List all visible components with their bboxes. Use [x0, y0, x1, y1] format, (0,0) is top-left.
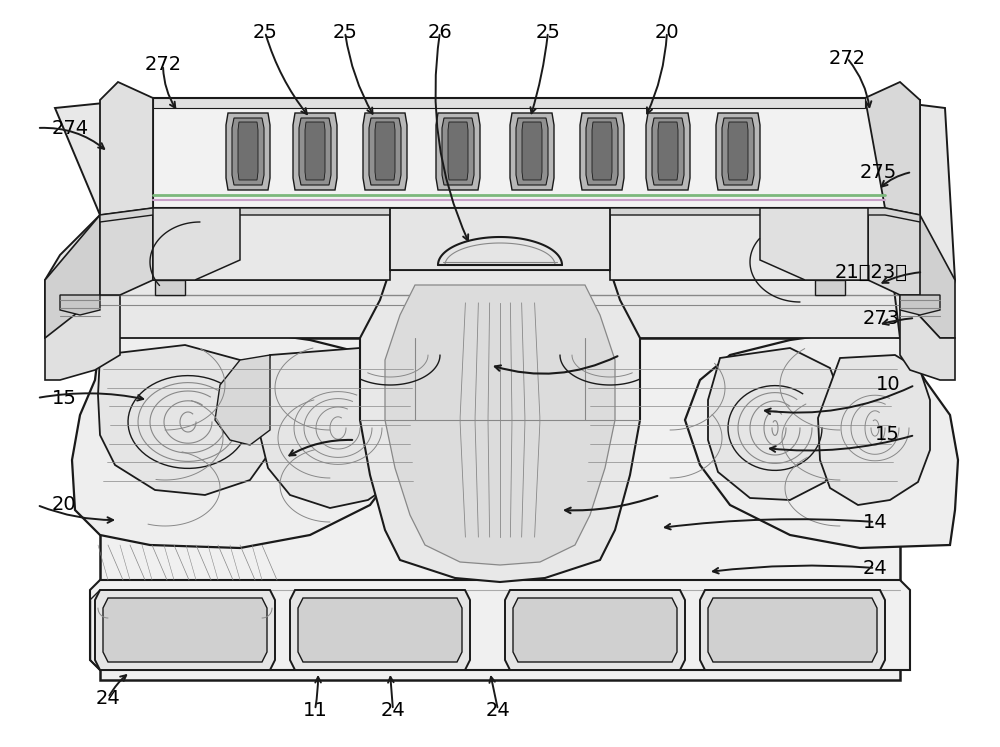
Text: 24: 24	[863, 559, 887, 577]
Polygon shape	[442, 118, 474, 185]
Polygon shape	[100, 208, 153, 295]
Text: 20: 20	[52, 495, 77, 515]
Text: 10: 10	[875, 376, 900, 394]
Polygon shape	[360, 270, 640, 582]
Polygon shape	[232, 118, 264, 185]
Polygon shape	[708, 598, 877, 662]
Polygon shape	[153, 98, 885, 208]
Polygon shape	[299, 118, 331, 185]
Polygon shape	[226, 113, 270, 190]
Polygon shape	[652, 118, 684, 185]
Polygon shape	[98, 345, 275, 495]
Polygon shape	[95, 590, 275, 670]
Polygon shape	[100, 338, 900, 680]
Polygon shape	[760, 208, 868, 280]
Text: 25: 25	[333, 22, 357, 42]
Polygon shape	[700, 590, 885, 670]
Text: 273: 273	[863, 309, 900, 327]
Polygon shape	[516, 118, 548, 185]
Polygon shape	[293, 113, 337, 190]
Polygon shape	[153, 208, 240, 280]
Polygon shape	[658, 122, 678, 180]
Text: 24: 24	[486, 701, 510, 719]
Polygon shape	[900, 215, 955, 338]
Polygon shape	[868, 208, 885, 338]
Polygon shape	[716, 113, 760, 190]
Polygon shape	[215, 355, 270, 445]
Polygon shape	[580, 113, 624, 190]
Polygon shape	[45, 98, 153, 338]
Polygon shape	[722, 118, 754, 185]
Polygon shape	[900, 295, 955, 380]
Polygon shape	[586, 118, 618, 185]
Text: 20: 20	[655, 22, 679, 42]
Polygon shape	[100, 280, 900, 338]
Polygon shape	[818, 355, 930, 505]
Text: 14: 14	[863, 512, 887, 532]
Polygon shape	[708, 348, 842, 500]
Polygon shape	[646, 113, 690, 190]
Polygon shape	[369, 118, 401, 185]
Polygon shape	[153, 98, 865, 108]
Polygon shape	[45, 295, 120, 380]
Text: 24: 24	[381, 701, 405, 719]
Text: 21（23）: 21（23）	[835, 262, 908, 282]
Polygon shape	[260, 348, 415, 508]
Text: 11: 11	[303, 701, 327, 719]
Polygon shape	[815, 280, 845, 295]
Polygon shape	[153, 208, 390, 280]
Polygon shape	[103, 598, 267, 662]
Polygon shape	[728, 122, 748, 180]
Text: 26: 26	[428, 22, 452, 42]
Polygon shape	[522, 122, 542, 180]
Polygon shape	[448, 122, 468, 180]
Polygon shape	[513, 598, 677, 662]
Polygon shape	[72, 330, 415, 548]
Polygon shape	[238, 122, 258, 180]
Polygon shape	[610, 208, 868, 280]
Polygon shape	[45, 215, 100, 338]
Polygon shape	[290, 590, 470, 670]
Polygon shape	[60, 295, 100, 315]
Polygon shape	[100, 208, 920, 222]
Polygon shape	[685, 330, 958, 548]
Polygon shape	[90, 580, 910, 670]
Polygon shape	[592, 122, 612, 180]
Polygon shape	[100, 82, 153, 215]
Polygon shape	[868, 208, 920, 295]
Polygon shape	[390, 208, 610, 270]
Polygon shape	[865, 98, 955, 338]
Polygon shape	[505, 590, 685, 670]
Text: 15: 15	[52, 388, 77, 408]
Polygon shape	[100, 208, 153, 338]
Polygon shape	[436, 113, 480, 190]
Polygon shape	[385, 285, 615, 565]
Text: 275: 275	[860, 163, 897, 182]
Text: 15: 15	[875, 426, 900, 444]
Polygon shape	[865, 82, 920, 215]
Polygon shape	[510, 113, 554, 190]
Text: 272: 272	[828, 49, 866, 67]
Polygon shape	[900, 295, 940, 315]
Text: 25: 25	[536, 22, 560, 42]
Text: 25: 25	[253, 22, 277, 42]
Polygon shape	[298, 598, 462, 662]
Polygon shape	[363, 113, 407, 190]
Text: 274: 274	[52, 119, 89, 137]
Polygon shape	[155, 280, 185, 295]
Polygon shape	[375, 122, 395, 180]
Text: 272: 272	[144, 55, 182, 75]
Polygon shape	[305, 122, 325, 180]
Text: 24: 24	[96, 689, 120, 707]
